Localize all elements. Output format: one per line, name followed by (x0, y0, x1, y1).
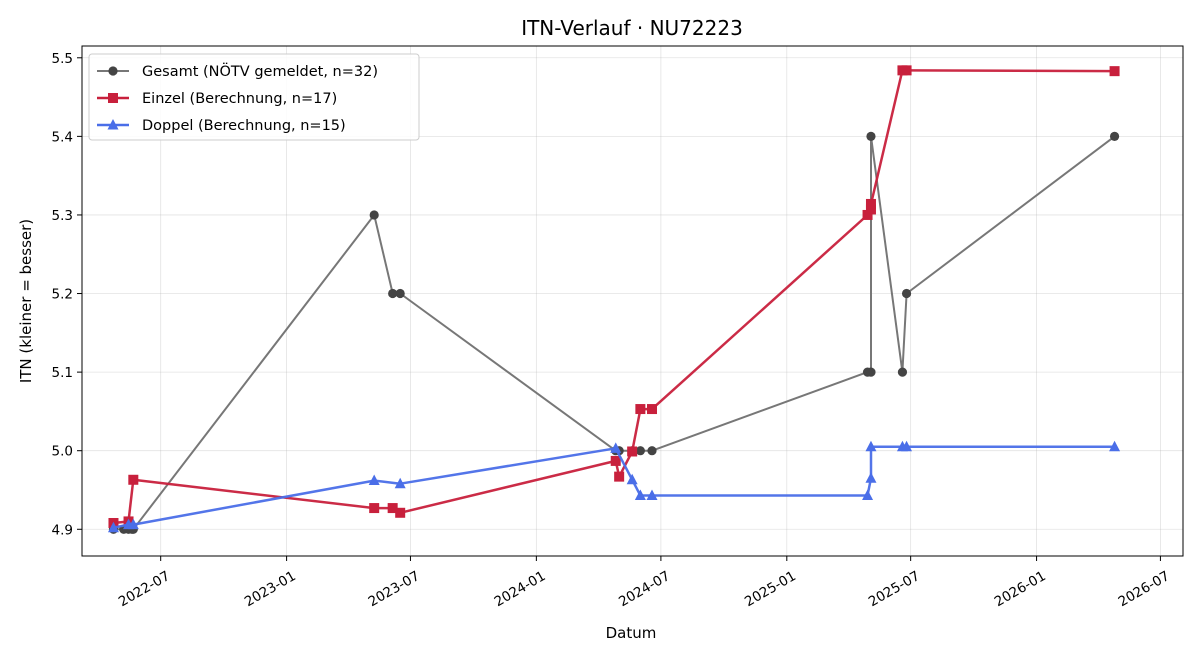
x-tick-label: 2026-01 (992, 568, 1049, 610)
y-tick-label: 5.2 (52, 287, 73, 303)
data-point (387, 503, 398, 514)
data-point (634, 489, 646, 500)
y-tick-label: 5.3 (52, 208, 73, 224)
y-tick-label: 5.4 (52, 129, 73, 145)
legend-item-einzel: Einzel (Berechnung, n=17) (97, 91, 337, 107)
y-axis: 4.9 5.0 5.1 5.2 5.3 5.4 5.5 (52, 51, 82, 538)
data-point (866, 131, 876, 141)
legend-label: Gesamt (NÖTV gemeldet, n=32) (142, 62, 378, 80)
data-point (901, 440, 913, 452)
data-point (646, 489, 658, 500)
legend-box (88, 53, 420, 141)
data-point (865, 198, 876, 209)
x-axis: 2022-07 2023-01 2023-07 2024-01 2024-07 2025-… (116, 556, 1173, 610)
data-point (862, 209, 873, 220)
data-point (127, 518, 139, 530)
data-point (1109, 66, 1120, 77)
data-point (394, 477, 406, 489)
data-point (866, 367, 876, 377)
series-layer (107, 65, 1121, 534)
x-tick-label: 2026-07 (1116, 568, 1173, 610)
data-point (647, 446, 657, 456)
data-point (388, 288, 398, 299)
data-point (635, 404, 646, 415)
x-axis-label: Datum (606, 624, 657, 642)
series-line (113, 135, 1116, 531)
legend-marker (108, 66, 118, 76)
legend-item-doppel: Doppel (Berechnung, n=15) (97, 118, 346, 134)
data-point (368, 474, 380, 486)
data-point (865, 472, 877, 483)
data-point (1109, 131, 1120, 141)
data-point (865, 204, 876, 215)
grid (82, 46, 1183, 556)
data-point (901, 65, 912, 76)
series-doppel (107, 440, 1121, 533)
x-tick-label: 2024-01 (492, 568, 549, 610)
legend-marker (107, 119, 119, 130)
legend-label: Einzel (Berechnung, n=17) (142, 91, 337, 107)
data-point (901, 288, 912, 299)
data-point (862, 489, 874, 500)
data-point (610, 455, 621, 466)
legend-marker (108, 93, 118, 103)
data-point (395, 507, 406, 518)
data-point (635, 446, 645, 456)
chart-title: ITN-Verlauf · NU72223 (521, 16, 743, 40)
x-tick-label: 2022-07 (116, 568, 173, 610)
data-point (647, 404, 658, 415)
data-point (128, 474, 139, 485)
data-point (1109, 440, 1121, 452)
legend: Gesamt (NÖTV gemeldet, n=32) Einzel (Bere… (88, 53, 420, 141)
data-point (614, 471, 625, 482)
legend-item-gesamt: Gesamt (NÖTV gemeldet, n=32) (97, 62, 378, 80)
x-tick-label: 2023-01 (242, 568, 299, 610)
data-point (107, 521, 119, 533)
data-point (626, 473, 638, 485)
legend-label: Doppel (Berechnung, n=15) (142, 118, 346, 134)
data-point (865, 440, 877, 452)
x-tick-label: 2024-07 (616, 568, 673, 610)
x-tick-label: 2025-01 (742, 568, 799, 610)
data-point (627, 446, 638, 457)
plot-frame (81, 45, 1184, 557)
data-point (369, 503, 380, 514)
y-tick-label: 5.1 (52, 365, 73, 381)
data-point (897, 367, 908, 377)
x-tick-label: 2023-07 (366, 568, 423, 610)
data-point (610, 442, 622, 453)
data-point (369, 210, 379, 220)
series-gesamt (108, 131, 1120, 534)
y-tick-label: 4.9 (52, 522, 73, 538)
series-einzel (108, 65, 1120, 528)
x-tick-label: 2025-07 (866, 568, 923, 610)
data-point (395, 288, 405, 299)
y-tick-label: 5.0 (52, 444, 73, 460)
y-tick-label: 5.5 (52, 51, 73, 67)
y-axis-label: ITN (kleiner = besser) (17, 219, 35, 383)
